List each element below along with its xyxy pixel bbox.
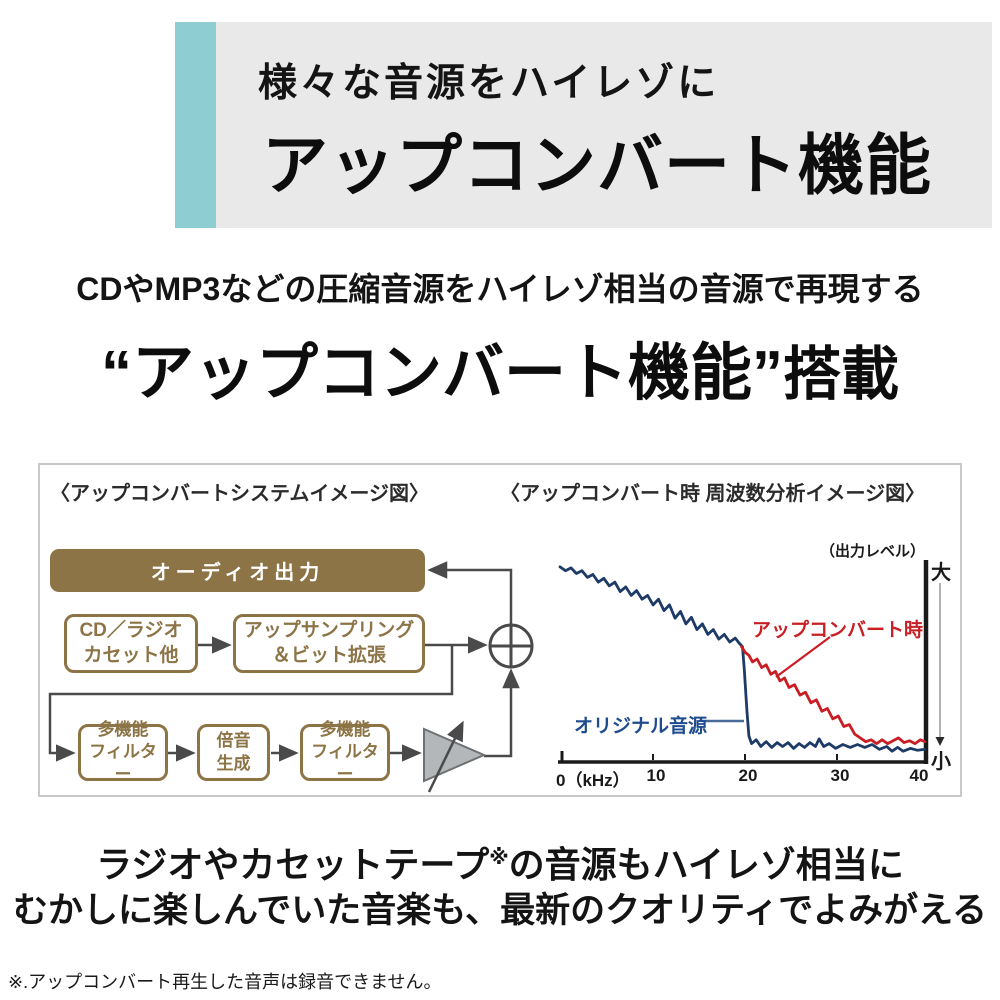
source-box: CD／ラジオ カセット他 (64, 614, 198, 673)
footnote: ※.アップコンバート再生した音声は録音できません。 (8, 972, 442, 992)
y-axis-min-label: 小 (931, 751, 951, 773)
upsampling-box: アップサンプリング ＆ビット拡張 (233, 614, 425, 673)
outro-line1: ラジオやカセットテープ※の音源もハイレゾ相当に (96, 844, 904, 885)
harmonic-generation-box: 倍音 生成 (197, 724, 270, 781)
multifunction-filter-box-1: 多機能 フィルター (78, 720, 168, 784)
x-tick-10: 10 (646, 766, 666, 785)
footnote-marker: ※ (489, 847, 509, 869)
header-banner (216, 22, 992, 228)
down-arrowhead-icon (935, 737, 945, 746)
y-axis-max-label: 大 (931, 562, 951, 584)
close-quote: ” (752, 339, 783, 408)
multifunction-filter-box-2: 多機能 フィルター (300, 720, 390, 784)
original-series-label: オリジナル音源 (574, 716, 708, 737)
open-quote: “ (100, 339, 132, 408)
adder-icon (488, 623, 534, 669)
feature-quote-line: “アップコンバート機能”搭載 (0, 322, 1000, 412)
output-level-label: （出力レベル） (819, 543, 925, 560)
x-tick-40: 40 (909, 766, 929, 785)
upconvert-series-label: アップコンバート時 (752, 620, 924, 641)
arrow-amp-to-adder (484, 668, 520, 758)
x-tick-20: 20 (738, 766, 758, 785)
quote-suffix: 搭載 (783, 342, 900, 407)
amplifier-icon (423, 727, 487, 783)
header-subtitle: 様々な音源をハイレゾに (258, 62, 720, 105)
outro-line2: むかしに楽しんでいた音楽も、最新のクオリティでよみがえる (12, 891, 988, 930)
arrow-adder-to-audio-out (427, 561, 513, 624)
frequency-diagram-title: 〈アップコンバート時 周波数分析イメージ図〉 (500, 483, 926, 505)
chart-axes (558, 560, 945, 764)
upconvert-label-pointer (775, 636, 831, 678)
feedback-path (48, 645, 454, 762)
system-diagram-title: 〈アップコンバートシステムイメージ図〉 (50, 483, 429, 505)
audio-output-box: オーディオ出力 (50, 549, 425, 592)
frequency-curves (558, 565, 927, 753)
quote-main: アップコンバート機能 (131, 339, 752, 408)
teal-accent-stripe (175, 22, 216, 228)
intro-line: CDやMP3などの圧縮音源をハイレゾ相当の音源で再現する (76, 271, 924, 307)
x-tick-0: 0（kHz） (556, 771, 630, 790)
variable-gain-arrow-icon (427, 720, 464, 793)
x-tick-30: 30 (830, 766, 850, 785)
header-title: アップコンバート機能 (262, 128, 932, 202)
upconvert-curve (740, 645, 927, 745)
